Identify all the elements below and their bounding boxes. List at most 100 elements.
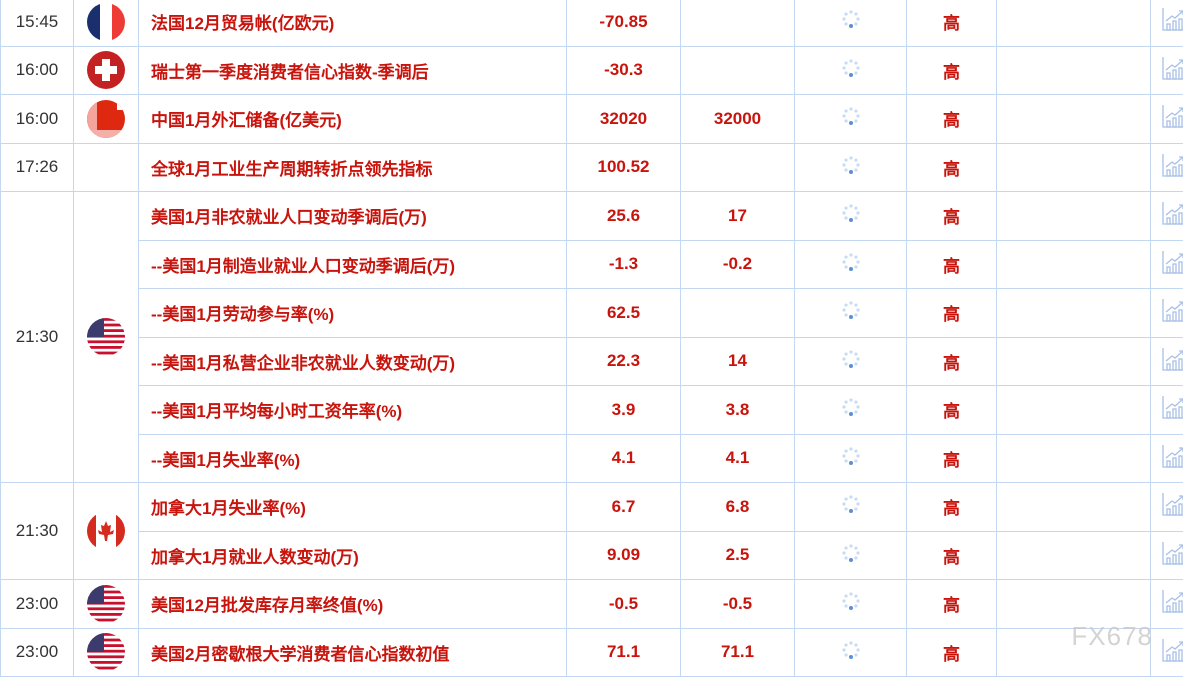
actual-value (795, 240, 907, 289)
event-name[interactable]: 加拿大1月就业人数变动(万) (139, 531, 567, 580)
event-name[interactable]: 美国2月密歇根大学消费者信心指数初值 (139, 628, 567, 677)
forecast-value: 71.1 (681, 628, 795, 677)
chart-icon[interactable] (1161, 19, 1183, 36)
event-name[interactable]: --美国1月失业率(%) (139, 434, 567, 483)
chart-cell[interactable] (1151, 95, 1183, 144)
switzerland-flag-icon (87, 51, 125, 89)
chart-icon[interactable] (1161, 68, 1183, 85)
event-name[interactable]: --美国1月制造业就业人口变动季调后(万) (139, 240, 567, 289)
importance-label: 高 (907, 628, 997, 677)
forecast-value (681, 143, 795, 192)
importance-label: 高 (907, 192, 997, 241)
chart-cell[interactable] (1151, 240, 1183, 289)
event-name[interactable]: 瑞士第一季度消费者信心指数-季调后 (139, 46, 567, 95)
loading-spinner-icon (841, 113, 861, 130)
forecast-value: 4.1 (681, 434, 795, 483)
chart-cell[interactable] (1151, 628, 1183, 677)
event-time: 23:00 (1, 628, 74, 677)
importance-label: 高 (907, 143, 997, 192)
event-name[interactable]: 加拿大1月失业率(%) (139, 483, 567, 532)
importance-label: 高 (907, 483, 997, 532)
chart-icon[interactable] (1161, 310, 1183, 327)
chart-icon[interactable] (1161, 456, 1183, 473)
chart-icon[interactable] (1161, 407, 1183, 424)
chart-cell[interactable] (1151, 337, 1183, 386)
chart-cell[interactable] (1151, 386, 1183, 435)
forecast-value (681, 0, 795, 46)
interpretation-cell (997, 483, 1151, 532)
interpretation-cell (997, 434, 1151, 483)
loading-spinner-icon (841, 453, 861, 470)
chart-icon[interactable] (1161, 553, 1183, 570)
loading-spinner-icon (841, 162, 861, 179)
chart-cell[interactable] (1151, 46, 1183, 95)
previous-value: 32020 (567, 95, 681, 144)
event-time: 17:26 (1, 143, 74, 192)
chart-cell[interactable] (1151, 0, 1183, 46)
chart-icon[interactable] (1161, 601, 1183, 618)
chart-cell[interactable] (1151, 434, 1183, 483)
chart-cell[interactable] (1151, 143, 1183, 192)
country-flag (74, 46, 139, 95)
event-name[interactable]: 美国1月非农就业人口变动季调后(万) (139, 192, 567, 241)
chart-icon[interactable] (1161, 504, 1183, 521)
importance-label: 高 (907, 46, 997, 95)
loading-spinner-icon (841, 550, 861, 567)
event-time: 16:00 (1, 46, 74, 95)
actual-value (795, 483, 907, 532)
chart-icon[interactable] (1161, 165, 1183, 182)
interpretation-cell (997, 386, 1151, 435)
usa-flag-icon (87, 633, 125, 671)
actual-value (795, 192, 907, 241)
interpretation-cell (997, 240, 1151, 289)
chart-icon[interactable] (1161, 359, 1183, 376)
country-flag (74, 628, 139, 677)
loading-spinner-icon (841, 210, 861, 227)
country-flag (74, 483, 139, 580)
country-flag (74, 143, 139, 192)
chart-cell[interactable] (1151, 531, 1183, 580)
chart-cell[interactable] (1151, 289, 1183, 338)
chart-cell[interactable] (1151, 580, 1183, 629)
country-flag (74, 0, 139, 46)
chart-icon[interactable] (1161, 116, 1183, 133)
event-name[interactable]: --美国1月私营企业非农就业人数变动(万) (139, 337, 567, 386)
chart-cell[interactable] (1151, 192, 1183, 241)
event-name[interactable]: --美国1月劳动参与率(%) (139, 289, 567, 338)
actual-value (795, 46, 907, 95)
event-name[interactable]: 美国12月批发库存月率终值(%) (139, 580, 567, 629)
previous-value: 71.1 (567, 628, 681, 677)
interpretation-cell (997, 0, 1151, 46)
event-name[interactable]: --美国1月平均每小时工资年率(%) (139, 386, 567, 435)
forecast-value: 3.8 (681, 386, 795, 435)
loading-spinner-icon (841, 404, 861, 421)
chart-icon[interactable] (1161, 650, 1183, 667)
importance-label: 高 (907, 386, 997, 435)
france-flag-icon (87, 3, 125, 41)
event-time: 15:45 (1, 0, 74, 46)
loading-spinner-icon (841, 501, 861, 518)
chart-icon[interactable] (1161, 213, 1183, 230)
event-name[interactable]: 法国12月贸易帐(亿欧元) (139, 0, 567, 46)
chart-icon[interactable] (1161, 262, 1183, 279)
event-name[interactable]: 中国1月外汇储备(亿美元) (139, 95, 567, 144)
watermark: FX678 (1071, 621, 1153, 652)
chart-cell[interactable] (1151, 483, 1183, 532)
interpretation-cell (997, 46, 1151, 95)
event-name[interactable]: 全球1月工业生产周期转折点领先指标 (139, 143, 567, 192)
importance-label: 高 (907, 531, 997, 580)
